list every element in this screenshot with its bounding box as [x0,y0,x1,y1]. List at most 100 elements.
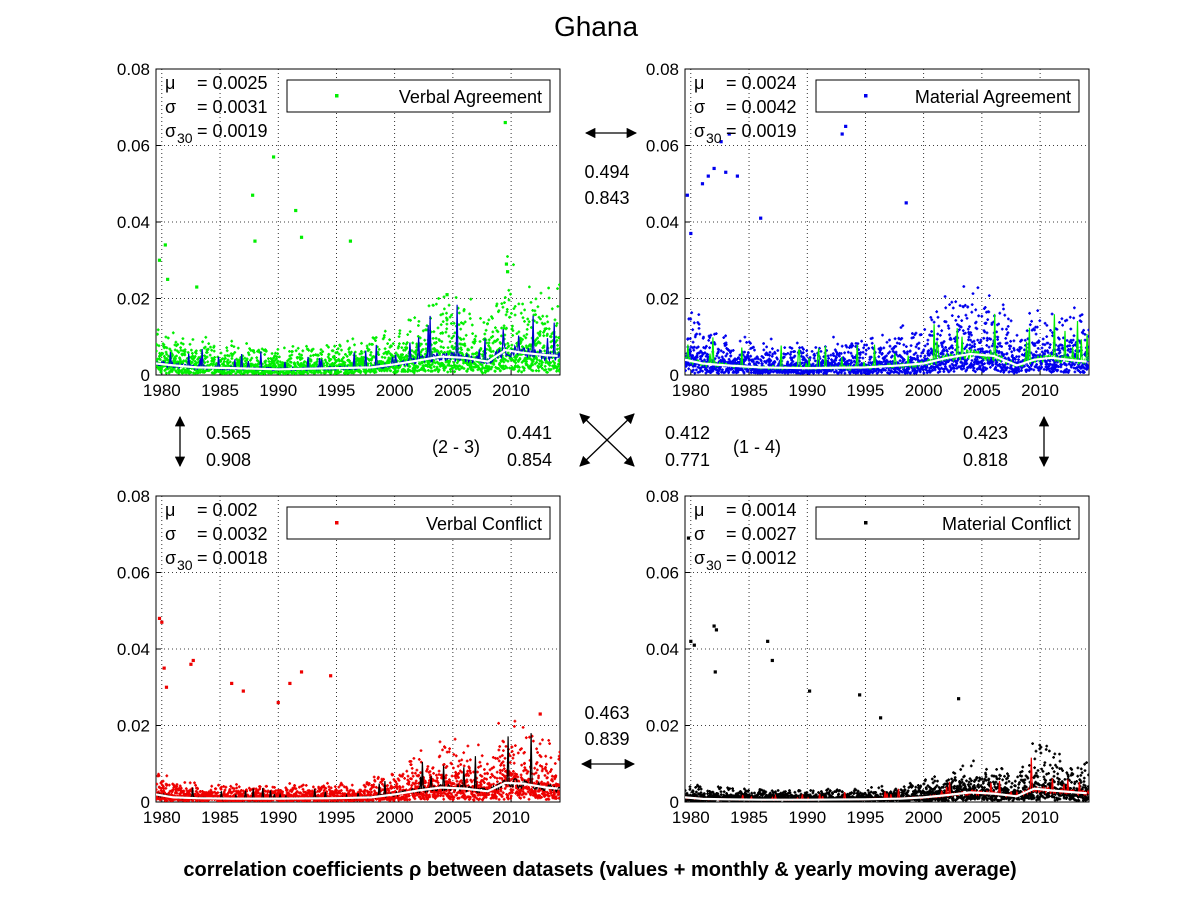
corr-bottom-2: 0.839 [584,729,629,749]
corr-diag-1-4-label: (1 - 4) [733,437,781,457]
y-tick-label: 0.02 [646,290,679,309]
stat-symbol: σ [165,121,176,141]
stat-value: = 0.0019 [197,121,268,141]
yearly-moving-average [685,352,1087,370]
outlier-point [157,616,162,620]
y-tick-label: 0.08 [117,487,150,506]
x-tick-label: 2010 [1021,381,1059,400]
outlier-point [719,140,723,144]
outlier-point [329,674,333,678]
outlier-point [759,216,763,220]
outlier-point [712,624,716,628]
corr-top-1: 0.494 [584,162,629,182]
y-tick-label: 0.06 [646,564,679,583]
stat-symbol: μ [694,73,704,93]
figure-title: Ghana [554,11,638,42]
stats-block: μ = 0.0025 σ = 0.0031 σ 30 = 0.0019 [165,73,268,146]
x-tick-label: 2010 [1021,808,1059,827]
stat-value: = 0.0024 [726,73,797,93]
stat-symbol: μ [165,73,175,93]
legend-marker [864,94,868,98]
yearly-moving-average [156,781,558,800]
y-tick-label: 0.08 [646,487,679,506]
outlier-point [714,628,719,632]
corr-top-2: 0.843 [584,188,629,208]
outlier-point [858,693,862,697]
x-tick-label: 2005 [434,808,472,827]
yearly-moving-average [685,787,1087,801]
stat-value: = 0.0025 [197,73,268,93]
stat-symbol: σ [694,97,705,117]
data-layer [156,616,560,802]
stat-symbol: σ [165,524,176,544]
outlier-point [294,208,298,213]
stat-symbol: μ [165,500,175,520]
x-tick-label: 1985 [201,381,239,400]
y-tick-label: 0 [141,793,150,812]
x-tick-label: 1985 [730,381,768,400]
stat-subscript: 30 [177,130,193,146]
x-tick-label: 1980 [672,808,710,827]
stat-symbol: σ [694,524,705,544]
stat-value: = 0.0019 [726,121,797,141]
x-tick-label: 2000 [905,808,943,827]
outlier-point [724,170,728,174]
x-tick-label: 1990 [788,381,826,400]
stat-subscript: 30 [177,557,193,573]
x-tick-label: 1990 [259,808,297,827]
legend-label: Verbal Agreement [399,87,542,107]
outlier-point [735,174,739,178]
x-tick-label: 1980 [143,381,181,400]
y-tick-label: 0.06 [117,137,150,156]
x-tick-label: 1990 [788,808,826,827]
corr-bottom-1: 0.463 [584,703,629,723]
data-layer [685,536,1089,802]
stat-value: = 0.0027 [726,524,797,544]
outlier-point [230,681,234,686]
stat-value: = 0.0032 [197,524,268,544]
x-tick-label: 1985 [201,808,239,827]
outlier-point [504,262,509,266]
y-tick-label: 0.08 [117,60,150,79]
outlier-point [164,685,169,689]
stat-value: = 0.0012 [726,548,797,568]
chart-verbal-agreement: 0 0.02 0.04 0.06 0.08 1980 1985 1990 1995 2000 200… [117,60,561,400]
stat-value: = 0.0031 [197,97,268,117]
x-tick-label: 1995 [318,808,356,827]
legend-box [286,79,551,113]
outlier-point [299,235,304,239]
outlier-point [348,239,353,243]
stat-symbol: σ [165,548,176,568]
y-tick-label: 0.02 [117,717,150,736]
stat-value: = 0.0042 [726,97,797,117]
legend-label: Material Agreement [915,87,1071,107]
x-tick-label: 2005 [434,381,472,400]
legend: Verbal Agreement [286,79,551,113]
outlier-point [271,155,276,159]
yearly-moving-average [156,348,558,371]
outlier-point [163,243,167,247]
outlier-point [713,670,717,674]
stat-symbol: σ [165,97,176,117]
outlier-point [538,712,542,716]
stats-block: μ = 0.002 σ = 0.0032 σ 30 = 0.0018 [165,500,268,573]
outlier-point [276,700,280,705]
data-layer [156,120,560,375]
outlier-point [770,658,774,663]
outlier-point [878,716,883,720]
x-tick-label: 2010 [492,808,530,827]
stats-block: μ = 0.0014 σ = 0.0027 σ 30 = 0.0012 [694,500,797,573]
y-tick-label: 0.06 [646,137,679,156]
x-tick-label: 1980 [143,808,181,827]
x-tick-label: 2005 [963,808,1001,827]
outlier-point [766,639,770,643]
y-tick-label: 0.04 [117,213,150,232]
figure-caption: correlation coefficients ρ between datas… [183,859,1016,881]
outlier-point [689,639,693,643]
outlier-point [445,293,449,297]
stat-symbol: μ [694,500,704,520]
x-tick-label: 1985 [730,808,768,827]
outlier-point [241,689,245,693]
outlier-point [957,697,961,701]
